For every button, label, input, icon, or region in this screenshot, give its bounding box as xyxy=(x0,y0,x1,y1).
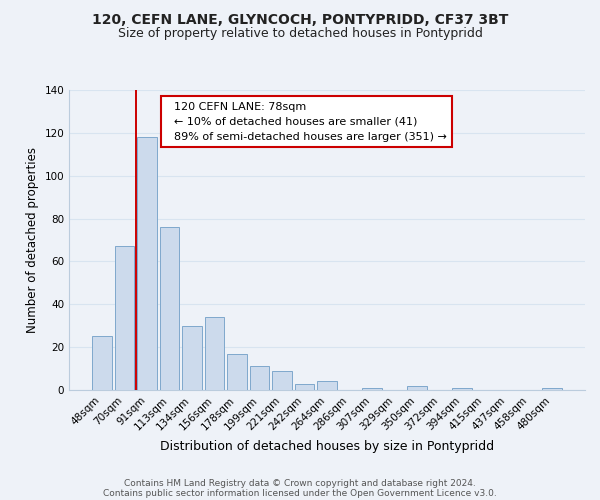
Y-axis label: Number of detached properties: Number of detached properties xyxy=(26,147,39,333)
Text: 120, CEFN LANE, GLYNCOCH, PONTYPRIDD, CF37 3BT: 120, CEFN LANE, GLYNCOCH, PONTYPRIDD, CF… xyxy=(92,12,508,26)
Text: Size of property relative to detached houses in Pontypridd: Size of property relative to detached ho… xyxy=(118,28,482,40)
X-axis label: Distribution of detached houses by size in Pontypridd: Distribution of detached houses by size … xyxy=(160,440,494,453)
Bar xyxy=(115,246,134,390)
Text: 120 CEFN LANE: 78sqm
  ← 10% of detached houses are smaller (41)
  89% of semi-d: 120 CEFN LANE: 78sqm ← 10% of detached h… xyxy=(167,102,447,142)
Bar xyxy=(92,336,112,390)
Bar xyxy=(137,137,157,390)
Text: Contains HM Land Registry data © Crown copyright and database right 2024.: Contains HM Land Registry data © Crown c… xyxy=(124,478,476,488)
Bar xyxy=(205,317,224,390)
Bar xyxy=(160,227,179,390)
Bar xyxy=(250,366,269,390)
Bar xyxy=(317,382,337,390)
Bar xyxy=(362,388,382,390)
Bar xyxy=(542,388,562,390)
Bar xyxy=(182,326,202,390)
Bar xyxy=(272,370,292,390)
Bar xyxy=(452,388,472,390)
Bar xyxy=(227,354,247,390)
Bar xyxy=(295,384,314,390)
Bar xyxy=(407,386,427,390)
Text: Contains public sector information licensed under the Open Government Licence v3: Contains public sector information licen… xyxy=(103,488,497,498)
